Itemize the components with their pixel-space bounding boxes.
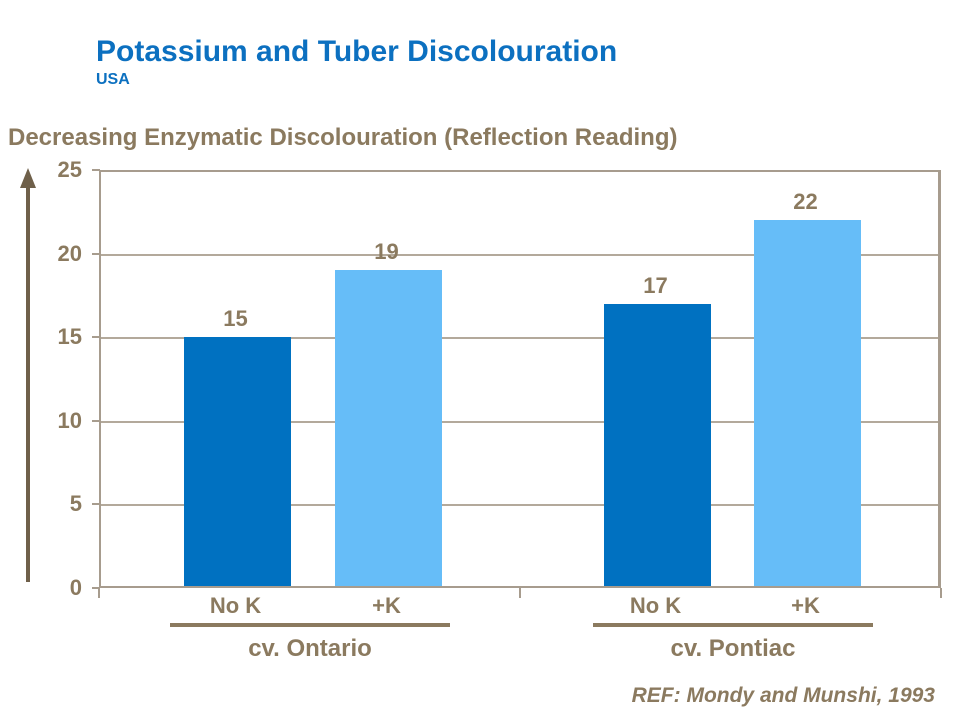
- bar-value-label: 15: [223, 306, 248, 332]
- up-arrow-icon: [20, 168, 36, 582]
- y-tick-label: 10: [57, 407, 82, 433]
- x-tick-label: +K: [372, 593, 401, 618]
- y-tick-label: 20: [57, 240, 82, 266]
- y-tick-label: 15: [57, 324, 82, 350]
- y-tick-label: 0: [69, 575, 82, 600]
- group-label: cv. Ontario: [248, 635, 372, 662]
- gridline: [101, 420, 938, 423]
- gridline: [101, 337, 938, 340]
- y-tick-mark: [92, 503, 100, 506]
- bar: [335, 270, 442, 586]
- gridline: [101, 253, 938, 256]
- y-tick-label: 5: [69, 491, 82, 517]
- group-label: cv. Pontiac: [670, 635, 796, 662]
- bar: [604, 303, 711, 586]
- y-tick-mark: [92, 252, 100, 255]
- y-tick-label: 25: [57, 157, 82, 182]
- bar-value-label: 17: [643, 272, 668, 298]
- x-tick-mark: [519, 588, 521, 598]
- x-tick-mark: [98, 588, 100, 598]
- plot-area: [99, 170, 941, 588]
- bar: [754, 220, 861, 586]
- bar-value-label: 19: [374, 239, 399, 265]
- x-tick-label: +K: [791, 593, 820, 618]
- reference-text: REF: Mondy and Munshi, 1993: [631, 684, 935, 707]
- x-tick-label: No K: [629, 593, 682, 618]
- group-underline: [170, 623, 450, 627]
- y-tick-mark: [92, 419, 100, 422]
- y-axis-title: Decreasing Enzymatic Discolouration (Ref…: [8, 124, 678, 151]
- page-title: Potassium and Tuber Discolouration: [96, 35, 618, 68]
- y-tick-mark: [92, 336, 100, 339]
- x-tick-label: No K: [209, 593, 262, 618]
- gridline: [101, 504, 938, 507]
- y-tick-mark: [92, 587, 100, 589]
- page-subtitle: USA: [96, 71, 130, 88]
- y-tick-mark: [92, 169, 100, 171]
- x-tick-mark: [940, 588, 942, 598]
- bar-value-label: 22: [793, 189, 818, 215]
- bar: [184, 337, 291, 586]
- group-underline: [593, 623, 873, 627]
